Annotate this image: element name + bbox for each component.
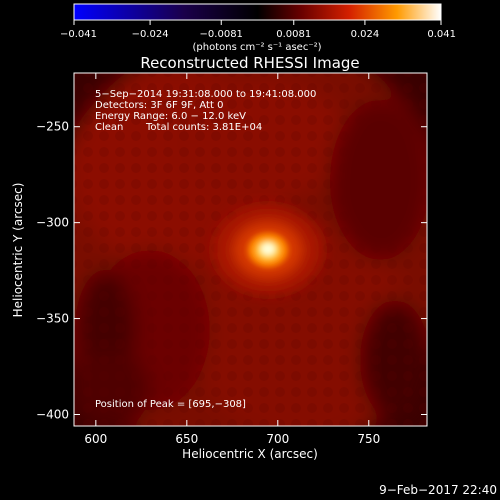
annotation-detectors: Detectors: 3F 6F 9F, Att 0 — [95, 100, 223, 111]
y-axis: −250 −300 −350 −400 — [36, 120, 427, 421]
colorbar-frame — [73, 3, 442, 21]
colorbar — [74, 4, 441, 20]
x-tick-label: 600 — [84, 432, 107, 446]
x-axis-label: Heliocentric X (arcsec) — [182, 447, 318, 461]
annotation-energy-range: Energy Range: 6.0 − 12.0 keV — [95, 111, 246, 122]
colorbar-tick-label: 0.041 — [427, 29, 456, 40]
y-tick-label: −300 — [36, 216, 69, 230]
annotation-total-counts: Total counts: 3.81E+04 — [145, 122, 262, 133]
y-axis-label: Heliocentric Y (arcsec) — [11, 183, 25, 318]
annotation-method: Clean — [95, 122, 123, 133]
annotation-time-range: 5−Sep−2014 19:31:08.000 to 19:41:08.000 — [95, 89, 316, 100]
footer-timestamp: 9−Feb−2017 22:40 — [379, 483, 497, 497]
x-axis: 600 650 700 750 — [84, 73, 380, 446]
y-tick-label: −400 — [36, 407, 69, 421]
x-tick-label: 650 — [175, 432, 198, 446]
colorbar-tick-label: 0.0081 — [276, 29, 311, 40]
x-tick-label: 700 — [266, 432, 289, 446]
heatmap-image — [74, 73, 427, 426]
x-tick-label: 750 — [357, 432, 380, 446]
colorbar-ticks: −0.041 −0.024 −0.0081 0.0081 0.024 0.041 — [60, 20, 456, 40]
y-tick-label: −350 — [36, 312, 69, 326]
colorbar-unit-label: (photons cm⁻² s⁻¹ asec⁻²) — [192, 42, 321, 53]
colorbar-tick-label: −0.041 — [60, 29, 97, 40]
chart-title: Reconstructed RHESSI Image — [140, 54, 359, 72]
colorbar-tick-label: −0.0081 — [200, 29, 243, 40]
colorbar-tick-label: −0.024 — [132, 29, 169, 40]
y-tick-label: −250 — [36, 120, 69, 134]
plot-frame — [73, 72, 428, 427]
annotation-peak-position: Position of Peak = [695,−308] — [95, 399, 246, 410]
colorbar-tick-label: 0.024 — [351, 29, 380, 40]
